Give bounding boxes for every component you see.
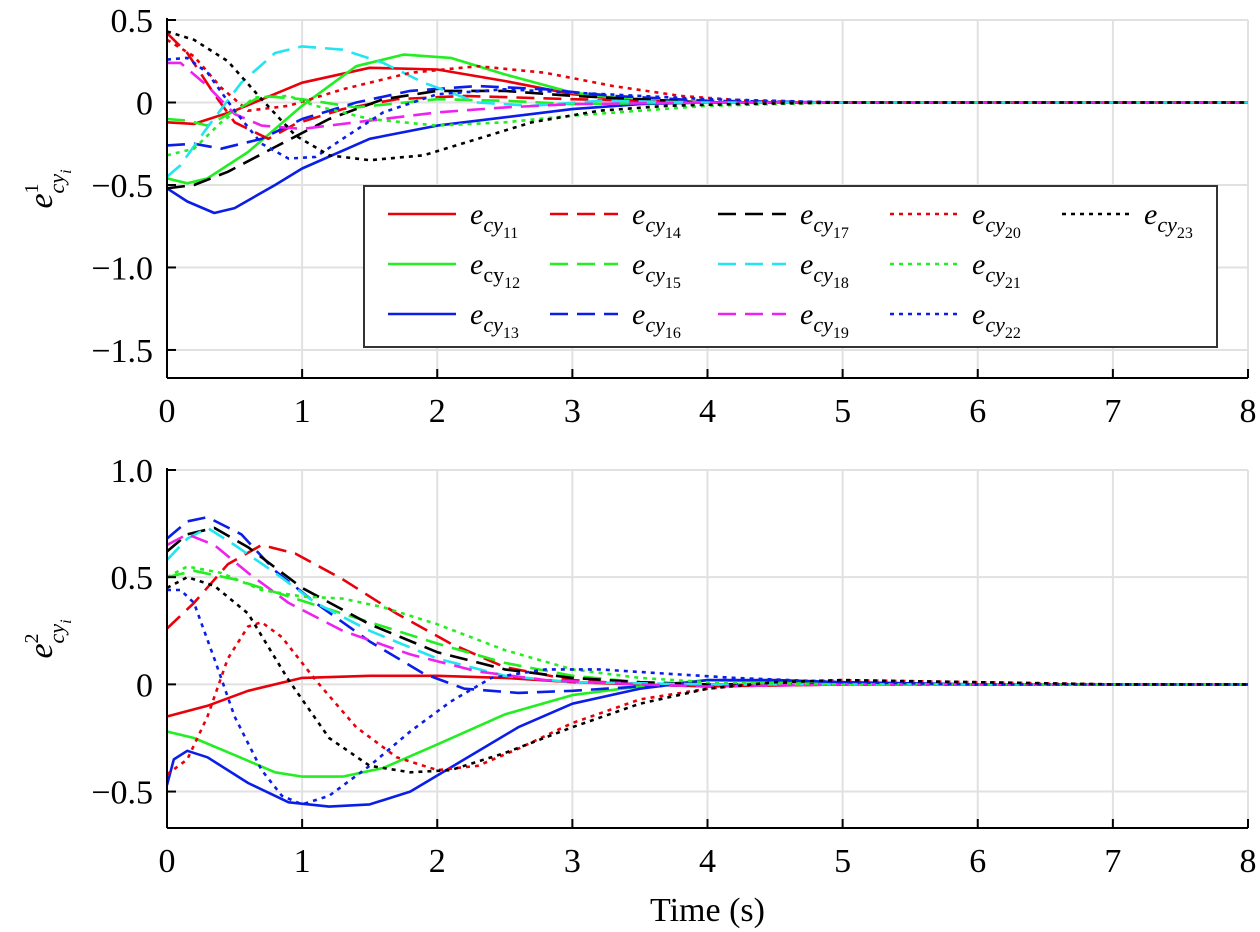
y-tick-label: 0 — [136, 667, 153, 704]
legend-label-14: ecy14 — [632, 198, 681, 242]
x-tick-label: 3 — [564, 393, 581, 430]
legend-label-23: ecy23 — [1144, 198, 1193, 242]
y-tick-label: 1.0 — [111, 453, 154, 490]
series-line-19 — [167, 61, 1248, 131]
x-tick-label: 3 — [564, 843, 581, 880]
x-tick-label: 7 — [1104, 843, 1121, 880]
y-axis-label: e2cyi — [21, 619, 75, 658]
y-tick-label: −1.0 — [91, 250, 153, 287]
series-line-14 — [167, 543, 1248, 688]
x-tick-label: 5 — [834, 843, 851, 880]
legend-label-20: ecy20 — [972, 198, 1021, 242]
series-line-16 — [167, 84, 1248, 150]
legend: ecy11 ecy12 ecy13 ecy14 ecy15 ecy16 ecy17 ecy18… — [363, 185, 1218, 348]
x-tick-label: 8 — [1240, 393, 1257, 430]
x-tick-label: 2 — [429, 843, 446, 880]
series-line-19 — [167, 533, 1248, 688]
legend-label-18: ecy18 — [800, 248, 849, 292]
y-tick-label: −0.5 — [91, 168, 153, 205]
series-line-22 — [167, 56, 1248, 160]
series-group — [167, 30, 1248, 215]
legend-label-12: ecy12 — [470, 248, 520, 292]
y-tick-label: 0 — [136, 85, 153, 122]
series-line-17 — [167, 89, 1248, 190]
legend-label-16: ecy16 — [632, 298, 681, 342]
y-tick-label: −1.5 — [91, 333, 153, 370]
series-line-17 — [167, 526, 1248, 686]
x-tick-label: 7 — [1104, 393, 1121, 430]
legend-label-11: ecy11 — [470, 198, 518, 242]
x-axis-label: Time (s) — [650, 892, 765, 929]
legend-label-17: ecy17 — [800, 198, 849, 242]
x-tick-label: 4 — [699, 843, 716, 880]
legend-label-15: ecy15 — [632, 248, 681, 292]
y-axis-label: e1cyi — [21, 169, 75, 208]
series-line-22 — [167, 588, 1248, 806]
x-tick-label: 8 — [1240, 843, 1257, 880]
y-tick-label: 0.5 — [111, 560, 154, 597]
x-tick-label: 1 — [294, 843, 311, 880]
series-line-21 — [167, 565, 1248, 686]
legend-label-21: ecy21 — [972, 248, 1021, 292]
legend-label-22: ecy22 — [972, 298, 1021, 342]
series-line-15 — [167, 94, 1248, 127]
series-line-23 — [167, 30, 1248, 162]
series-line-23 — [167, 575, 1248, 774]
series-group — [167, 515, 1248, 808]
series-line-20 — [167, 620, 1248, 776]
x-tick-label: 4 — [699, 393, 716, 430]
x-tick-label: 0 — [159, 393, 176, 430]
x-tick-label: 1 — [294, 393, 311, 430]
legend-label-19: ecy19 — [800, 298, 849, 342]
x-tick-label: 6 — [969, 843, 986, 880]
y-tick-label: −0.5 — [91, 775, 153, 812]
top-panel: 0 1 2 3 4 5 6 7 8 0.5 0 −0.5 −1.0 −1.5 e1cyi — [21, 3, 1257, 430]
series-line-18 — [167, 45, 1248, 178]
legend-label-13: ecy13 — [470, 298, 519, 342]
y-tick-label: 0.5 — [111, 3, 154, 40]
x-tick-label: 5 — [834, 393, 851, 430]
x-tick-label: 6 — [969, 393, 986, 430]
x-tick-label: 2 — [429, 393, 446, 430]
series-line-15 — [167, 569, 1248, 686]
x-tick-label: 0 — [159, 843, 176, 880]
series-line-16 — [167, 515, 1248, 695]
